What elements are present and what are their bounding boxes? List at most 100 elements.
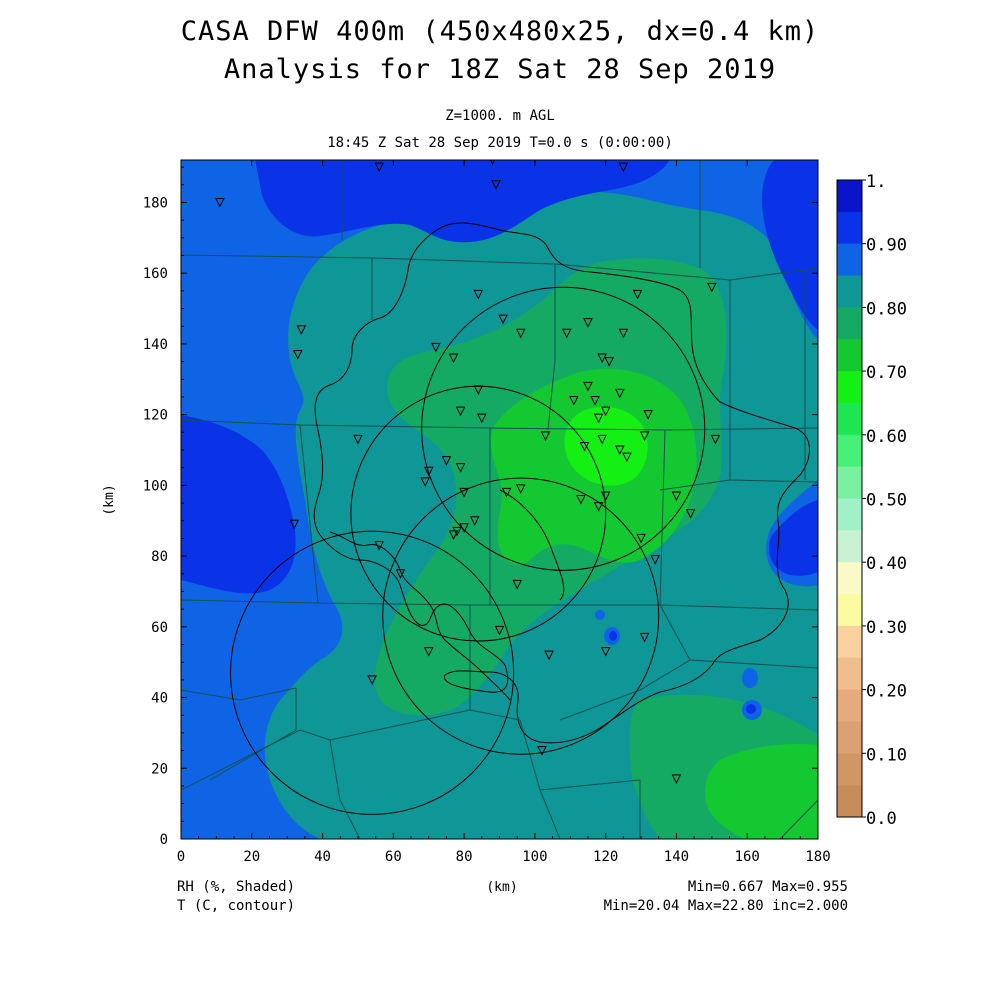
y-tick-label: 180 (143, 195, 168, 211)
colorbar-swatch (837, 339, 862, 372)
y-tick-label: 120 (143, 408, 168, 424)
colorbar-label: 0.20 (866, 682, 907, 702)
rh-bright-green-se (705, 743, 818, 839)
station-marker (473, 289, 484, 300)
station-marker (561, 328, 572, 339)
colorbar-swatch (837, 785, 862, 818)
station-marker (512, 579, 523, 590)
y-tick-label: 20 (151, 761, 168, 777)
map-title-line1: CASA DFW 400m (450x480x25, dx=0.4 km) (180, 16, 820, 47)
colorbar-swatch (837, 594, 862, 627)
station-marker (448, 353, 459, 364)
colorbar-swatch (837, 562, 862, 595)
station-marker (600, 491, 611, 502)
station-markers (215, 160, 721, 784)
footer-t-label: T (C, contour) (177, 898, 295, 914)
map-title-line2: Analysis for 18Z Sat 28 Sep 2019 (223, 54, 777, 85)
station-marker (455, 463, 466, 473)
x-tick-label: 140 (664, 849, 689, 865)
colorbar-label: 0.10 (866, 745, 907, 765)
colorbar: 1. 0.90 0.80 0.70 0.60 0.50 0.40 0.30 0.20 0.10 0.… (836, 172, 907, 829)
station-marker (671, 774, 682, 784)
x-tick-label: 60 (385, 849, 402, 865)
station-marker (423, 647, 434, 657)
station-marker (583, 318, 593, 328)
colorbar-label: 0.0 (866, 809, 897, 829)
colorbar-swatch (837, 180, 862, 213)
x-tick-label: 40 (314, 849, 331, 865)
station-marker (289, 519, 300, 530)
station-marker (473, 385, 484, 395)
station-marker (367, 675, 377, 685)
x-tick-label: 120 (593, 849, 618, 865)
level-subtitle: Z=1000. m AGL (445, 108, 555, 124)
colorbar-swatch (837, 657, 862, 691)
station-marker (353, 434, 363, 445)
station-marker (615, 445, 625, 456)
colorbar-swatch (837, 721, 862, 754)
x-axis-label: (km) (486, 880, 517, 895)
station-marker (569, 395, 579, 406)
colorbar-swatch (837, 243, 862, 277)
station-marker (622, 452, 632, 463)
station-marker (579, 441, 590, 452)
footer-t-range: Min=20.04 Max=22.80 inc=2.000 (604, 898, 848, 914)
y-tick-label: 0 (160, 832, 168, 848)
station-marker (707, 282, 717, 293)
radar-range-circles (230, 286, 706, 815)
station-marker (600, 647, 611, 657)
station-marker (448, 530, 459, 540)
colorbar-swatch (837, 211, 862, 245)
station-marker (374, 162, 384, 173)
rh-deep-blue-se (769, 500, 818, 576)
station-marker (615, 388, 625, 399)
station-marker (515, 484, 526, 495)
x-tick-label: 0 (177, 849, 185, 865)
y-axis: 0 20 40 60 80 100 120 140 160 180 (143, 166, 818, 848)
station-marker (636, 533, 646, 544)
station-marker (441, 456, 452, 466)
station-marker (590, 395, 600, 406)
colorbar-label: 0.50 (866, 491, 907, 511)
station-marker (710, 434, 721, 445)
station-marker (215, 197, 225, 208)
colorbar-swatch (837, 466, 862, 499)
colorbar-swatch (837, 371, 862, 404)
colorbar-label: 0.90 (866, 236, 907, 256)
colorbar-swatch (837, 625, 862, 659)
station-marker (650, 555, 661, 565)
station-marker (491, 180, 501, 190)
colorbar-swatch (837, 402, 862, 436)
station-marker (501, 487, 512, 498)
colorbar-label: 0.40 (866, 554, 907, 574)
rh-deep-blue-north (255, 160, 670, 243)
radar-circle-3 (382, 477, 660, 755)
county-boundaries (181, 160, 818, 839)
station-marker (618, 162, 629, 173)
colorbar-swatch (837, 307, 862, 340)
station-marker (515, 328, 526, 339)
x-tick-label: 80 (456, 849, 473, 865)
station-marker (671, 491, 682, 502)
station-marker (494, 625, 505, 636)
colorbar-swatch (837, 498, 862, 531)
rh-blue-region-north (181, 160, 818, 839)
station-marker (452, 526, 462, 537)
colorbar-swatch (837, 434, 862, 468)
station-marker (292, 350, 303, 360)
y-tick-label: 100 (143, 478, 168, 494)
station-marker (685, 509, 696, 519)
colorbar-label: 0.30 (866, 618, 907, 638)
station-marker (296, 325, 307, 335)
station-marker (576, 495, 586, 505)
station-marker (423, 466, 434, 477)
station-marker (639, 632, 650, 643)
station-marker (420, 477, 430, 487)
station-marker (395, 569, 406, 579)
station-marker (597, 353, 607, 364)
station-marker (540, 431, 551, 441)
station-marker (476, 413, 487, 424)
colorbar-swatch (837, 753, 862, 786)
colorbar-swatch (837, 275, 862, 308)
